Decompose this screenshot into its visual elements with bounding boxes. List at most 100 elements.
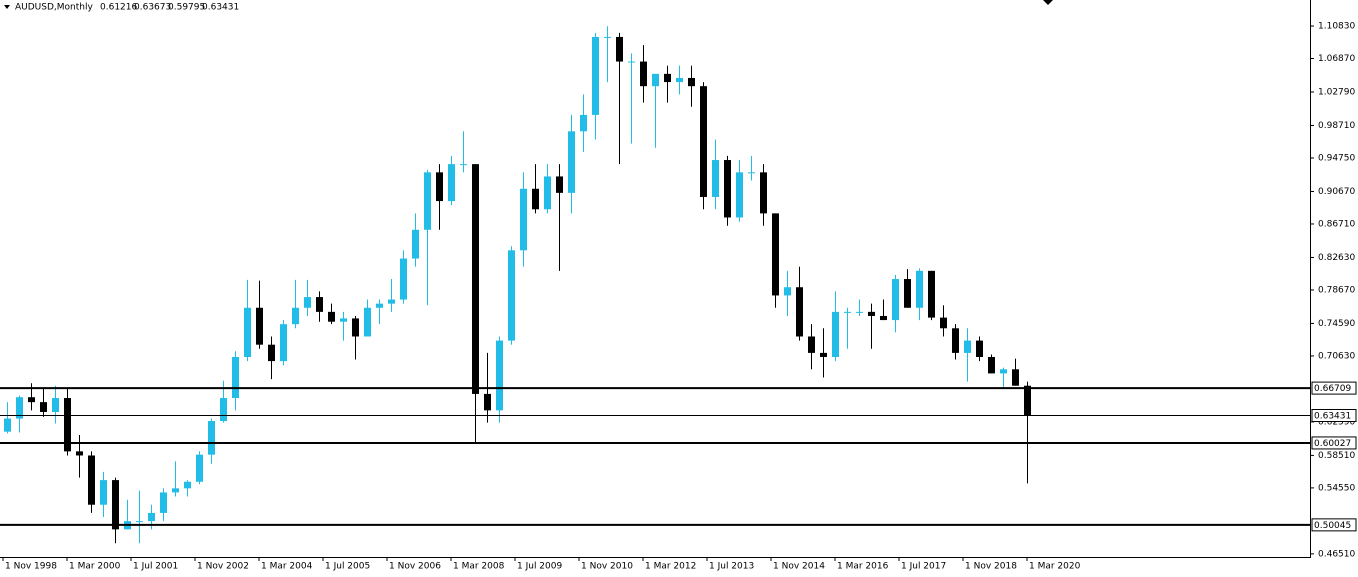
candle-body xyxy=(628,61,635,63)
candle-body xyxy=(88,455,95,505)
level-label: 0.66709 xyxy=(1314,384,1351,394)
candle-body xyxy=(292,307,299,325)
candle-body xyxy=(280,324,287,362)
chart-title: AUDUSD,Monthly xyxy=(15,3,93,13)
x-tick-label: 1 Jul 2001 xyxy=(133,562,178,572)
candle-body xyxy=(436,172,443,202)
level-label-box xyxy=(1311,436,1357,450)
candle-body xyxy=(868,311,875,316)
header-low: 0.59795 xyxy=(168,3,205,13)
candle-body xyxy=(904,279,911,308)
y-tick-label: 0.82630 xyxy=(1318,253,1355,263)
candle-body xyxy=(304,297,311,308)
y-tick-label: 0.78670 xyxy=(1318,285,1355,295)
candle-body xyxy=(52,398,59,412)
candle-body xyxy=(136,521,143,523)
candle-body xyxy=(784,287,791,296)
candle-body xyxy=(964,340,971,353)
candle-body xyxy=(640,61,647,87)
x-tick-label: 1 Jul 2009 xyxy=(517,562,562,572)
candle-body xyxy=(544,176,551,210)
x-tick-label: 1 Nov 1998 xyxy=(5,562,57,572)
candle-body xyxy=(376,303,383,308)
candle-body xyxy=(940,317,947,329)
candle-body xyxy=(700,86,707,197)
candle-body xyxy=(220,398,227,422)
candle-body xyxy=(772,213,779,296)
candle-body xyxy=(724,160,731,218)
x-tick-label: 1 Mar 2016 xyxy=(837,562,889,572)
x-tick-label: 1 Jul 2005 xyxy=(325,562,370,572)
y-tick-label: 0.46510 xyxy=(1318,549,1355,559)
candle-body xyxy=(400,258,407,300)
y-tick-label: 0.58510 xyxy=(1318,451,1355,461)
candle-body xyxy=(592,36,599,115)
y-tick-label: 0.74590 xyxy=(1318,319,1355,329)
candle-body xyxy=(100,480,107,505)
candle-body xyxy=(232,356,239,399)
candle-body xyxy=(172,488,179,493)
candle-body xyxy=(508,250,515,341)
candle-body xyxy=(580,114,587,132)
candle-body xyxy=(844,311,851,313)
candle-body xyxy=(268,344,275,362)
candle-body xyxy=(892,279,899,321)
y-tick-label: 0.94750 xyxy=(1318,153,1355,163)
candle-body xyxy=(484,393,491,411)
x-tick-label: 1 Jul 2017 xyxy=(901,562,946,572)
candle-body xyxy=(832,311,839,357)
candle-body xyxy=(28,397,35,403)
candle-body xyxy=(676,77,683,83)
candle-body xyxy=(16,397,23,419)
y-tick-label: 0.98710 xyxy=(1318,121,1355,131)
candle-body xyxy=(64,398,71,452)
candle-body xyxy=(1000,369,1007,374)
x-tick-label: 1 Mar 2012 xyxy=(645,562,696,572)
candle-body xyxy=(112,480,119,530)
candle-body xyxy=(796,287,803,337)
level-label-box xyxy=(1311,409,1357,422)
y-tick-label: 0.54550 xyxy=(1318,483,1355,493)
x-tick-label: 1 Nov 2014 xyxy=(773,562,825,572)
x-tick-label: 1 Mar 2020 xyxy=(1029,562,1081,572)
header-close: 0.63431 xyxy=(202,3,239,13)
level-label-box xyxy=(1311,518,1357,532)
candle-body xyxy=(520,188,527,251)
x-tick-label: 1 Mar 2004 xyxy=(261,562,313,572)
candle-body xyxy=(424,172,431,230)
x-tick-label: 1 Nov 2018 xyxy=(965,562,1017,572)
candle-body xyxy=(604,36,611,38)
x-tick-label: 1 Mar 2008 xyxy=(453,562,505,572)
candle-body xyxy=(256,307,263,345)
candle-body xyxy=(244,307,251,357)
candle-body xyxy=(472,164,479,394)
menu-arrow[interactable] xyxy=(4,5,10,9)
candle-body xyxy=(748,172,755,174)
x-tick-label: 1 Nov 2006 xyxy=(389,562,441,572)
candle-body xyxy=(388,299,395,304)
candle-body xyxy=(664,73,671,83)
candle-body xyxy=(1012,369,1019,386)
y-tick-label: 1.02790 xyxy=(1318,87,1355,97)
candle-body xyxy=(184,481,191,489)
x-tick-label: 1 Nov 2010 xyxy=(581,562,633,572)
candle-body xyxy=(196,454,203,482)
shift-marker xyxy=(1043,0,1053,5)
y-tick-label: 1.10830 xyxy=(1318,22,1355,32)
y-tick-label: 0.70630 xyxy=(1318,351,1355,361)
x-tick-label: 1 Jul 2013 xyxy=(709,562,754,572)
candle-body xyxy=(976,340,983,357)
candle-body xyxy=(952,328,959,353)
candle-body xyxy=(760,172,767,214)
candle-body xyxy=(736,172,743,218)
candle-body xyxy=(1024,385,1031,416)
candle-body xyxy=(916,270,923,308)
header-high: 0.63673 xyxy=(134,3,171,13)
level-label: 0.60027 xyxy=(1314,439,1351,449)
y-tick-label: 0.90670 xyxy=(1318,187,1355,197)
candle-body xyxy=(40,402,47,412)
header-open: 0.61216 xyxy=(100,3,137,13)
x-tick-label: 1 Mar 2000 xyxy=(69,562,121,572)
x-tick-label: 1 Nov 2002 xyxy=(197,562,249,572)
